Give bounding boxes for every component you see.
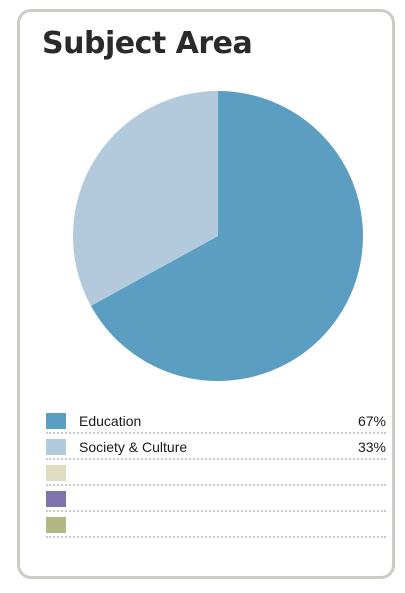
legend-swatch [46,465,66,481]
legend-row [46,462,386,486]
legend-swatch [46,439,66,455]
legend: Education 67% Society & Culture 33% [46,410,386,540]
legend-row [46,514,386,538]
legend-swatch [46,517,66,533]
legend-swatch [46,491,66,507]
legend-row: Society & Culture 33% [46,436,386,460]
legend-swatch [46,413,66,429]
chart-title: Subject Area [42,26,253,61]
legend-value: 67% [357,413,386,429]
pie-slice-society-culture [72,91,218,306]
legend-row: Education 67% [46,410,386,434]
legend-label: Education [79,413,142,429]
legend-label: Society & Culture [79,439,188,455]
pie-slice-education [90,91,364,381]
legend-value: 33% [357,439,386,455]
legend-row [46,488,386,512]
